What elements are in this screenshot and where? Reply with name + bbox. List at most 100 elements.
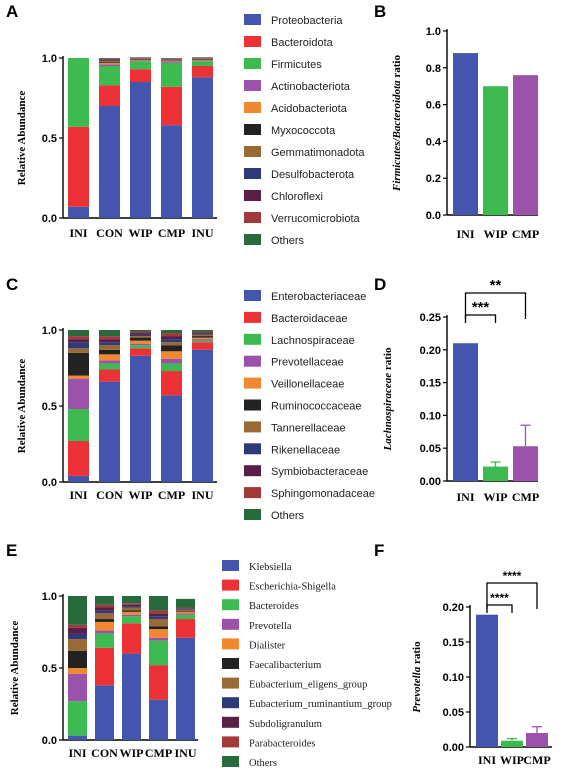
y-tick-label: 0.0	[42, 213, 57, 225]
panel-letter-c: C	[6, 275, 18, 294]
bar-segment	[122, 610, 141, 612]
legend-label: Tannerellaceae	[271, 422, 346, 434]
x-category-label: CON	[96, 226, 123, 240]
x-category-label: INI	[69, 226, 87, 240]
y-tick-label: 0.8	[426, 63, 441, 75]
x-category-label: WIP	[484, 490, 508, 504]
bar-segment	[149, 699, 168, 740]
bar-segment	[68, 336, 89, 340]
legend-label: Rikenellaceae	[271, 444, 340, 456]
panel-f-bar-chart: 0.00 0.05 0.10 0.15 0.20 Prevotella ratio INI W…	[411, 569, 552, 767]
bar-segment	[68, 650, 87, 668]
bar-segment	[68, 339, 89, 343]
bar-segment	[149, 619, 168, 627]
bar-segment	[149, 626, 168, 630]
bar-segment	[130, 331, 151, 334]
legend-label: Escherichia-Shigella	[249, 582, 336, 593]
significance-stars: **	[490, 277, 502, 294]
y-tick-label: 1.0	[42, 53, 57, 65]
bar-segment	[68, 701, 87, 736]
bar-segment	[161, 86, 182, 126]
x-category-label: INI	[69, 488, 87, 502]
x-category-label: WIP	[129, 226, 153, 240]
bar-segment	[68, 342, 89, 349]
bar-segment	[161, 62, 182, 87]
legend-label: Acidobacteriota	[271, 103, 348, 115]
legend-swatch	[244, 14, 261, 25]
bar-segment	[99, 60, 120, 62]
bar-segment	[99, 363, 120, 370]
x-category-label: INU	[191, 488, 213, 502]
bar	[483, 466, 508, 481]
bar-segment	[192, 330, 213, 332]
x-category-label: CON	[96, 488, 123, 502]
y-axis-label: Firmicutes/Bacteroidota ratio	[391, 55, 403, 192]
bar-segment	[68, 348, 89, 353]
bar-segment	[192, 336, 213, 338]
bar-segment	[68, 409, 89, 441]
bar-segment	[161, 351, 182, 359]
legend-swatch	[222, 599, 239, 611]
bar-segment	[68, 639, 87, 651]
x-category-label: INI	[456, 227, 474, 241]
x-category-label: INI	[68, 746, 86, 760]
legend-label: Bacteroides	[249, 601, 299, 612]
significance-stars: ****	[503, 569, 522, 583]
legend-label: Others	[271, 235, 305, 247]
y-tick-label: 1.0	[42, 325, 57, 337]
bar-segment	[130, 58, 151, 60]
legend-label: Lachnospiraceae	[271, 335, 355, 347]
bar-segment	[122, 607, 141, 611]
x-category-label: CMP	[512, 227, 539, 241]
bar-segment	[68, 673, 87, 702]
bar-segment	[122, 611, 141, 615]
bar-segment	[130, 345, 151, 349]
bar-segment	[192, 349, 213, 482]
panel-letter-a: A	[6, 2, 18, 21]
legend-swatch	[222, 756, 239, 767]
x-category-label: INU	[191, 226, 213, 240]
x-category-label: CMP	[145, 746, 172, 760]
legend-swatch	[244, 212, 261, 223]
significance-bracket	[486, 582, 538, 609]
bar	[483, 86, 508, 215]
legend-swatch	[222, 677, 239, 689]
bar-segment	[95, 621, 114, 631]
y-tick-label: 0.15	[443, 637, 464, 649]
bar-segment	[99, 59, 120, 61]
bar-segment	[161, 371, 182, 396]
legend-label: Prevotella	[249, 621, 292, 632]
legend-swatch	[244, 234, 261, 245]
bar-segment	[176, 614, 195, 620]
panel-letter-b: B	[374, 2, 386, 21]
legend-swatch	[222, 618, 239, 630]
bar-segment	[122, 653, 141, 740]
legend-swatch	[244, 399, 261, 411]
x-category-label: WIP	[129, 488, 153, 502]
panel-a-stacked-bar-chart: 0.0 0.5 1.0 Relative Abundance INI CON WIP CMP I…	[16, 14, 365, 247]
bar	[453, 343, 478, 481]
bar-segment	[149, 616, 168, 620]
bar-segment	[130, 61, 151, 70]
legend-swatch	[222, 658, 239, 669]
y-axis-label-italic: Firmicutes/Bacteroidota	[391, 80, 403, 192]
bar-segment	[95, 685, 114, 740]
y-axis-label: Relative Abundance	[16, 91, 28, 186]
bar-segment	[95, 613, 114, 620]
bar-segment	[95, 633, 114, 648]
x-category-label: WIP	[500, 753, 524, 767]
bar-segment	[192, 334, 213, 337]
bar-segment	[99, 85, 120, 106]
bar-segment	[192, 59, 213, 61]
bar	[513, 446, 538, 481]
legend-swatch	[244, 509, 261, 520]
bar-segment	[130, 330, 151, 332]
bar-segment	[68, 206, 89, 218]
x-category-label: INI	[478, 753, 496, 767]
y-axis-label: Lachnospiraceae ratio	[382, 347, 394, 451]
bar-segment	[95, 630, 114, 634]
y-axis-label: Relative Abundance	[9, 621, 21, 716]
bar-segment	[161, 59, 182, 61]
legend-swatch	[222, 560, 239, 571]
significance-bracket	[464, 314, 497, 323]
